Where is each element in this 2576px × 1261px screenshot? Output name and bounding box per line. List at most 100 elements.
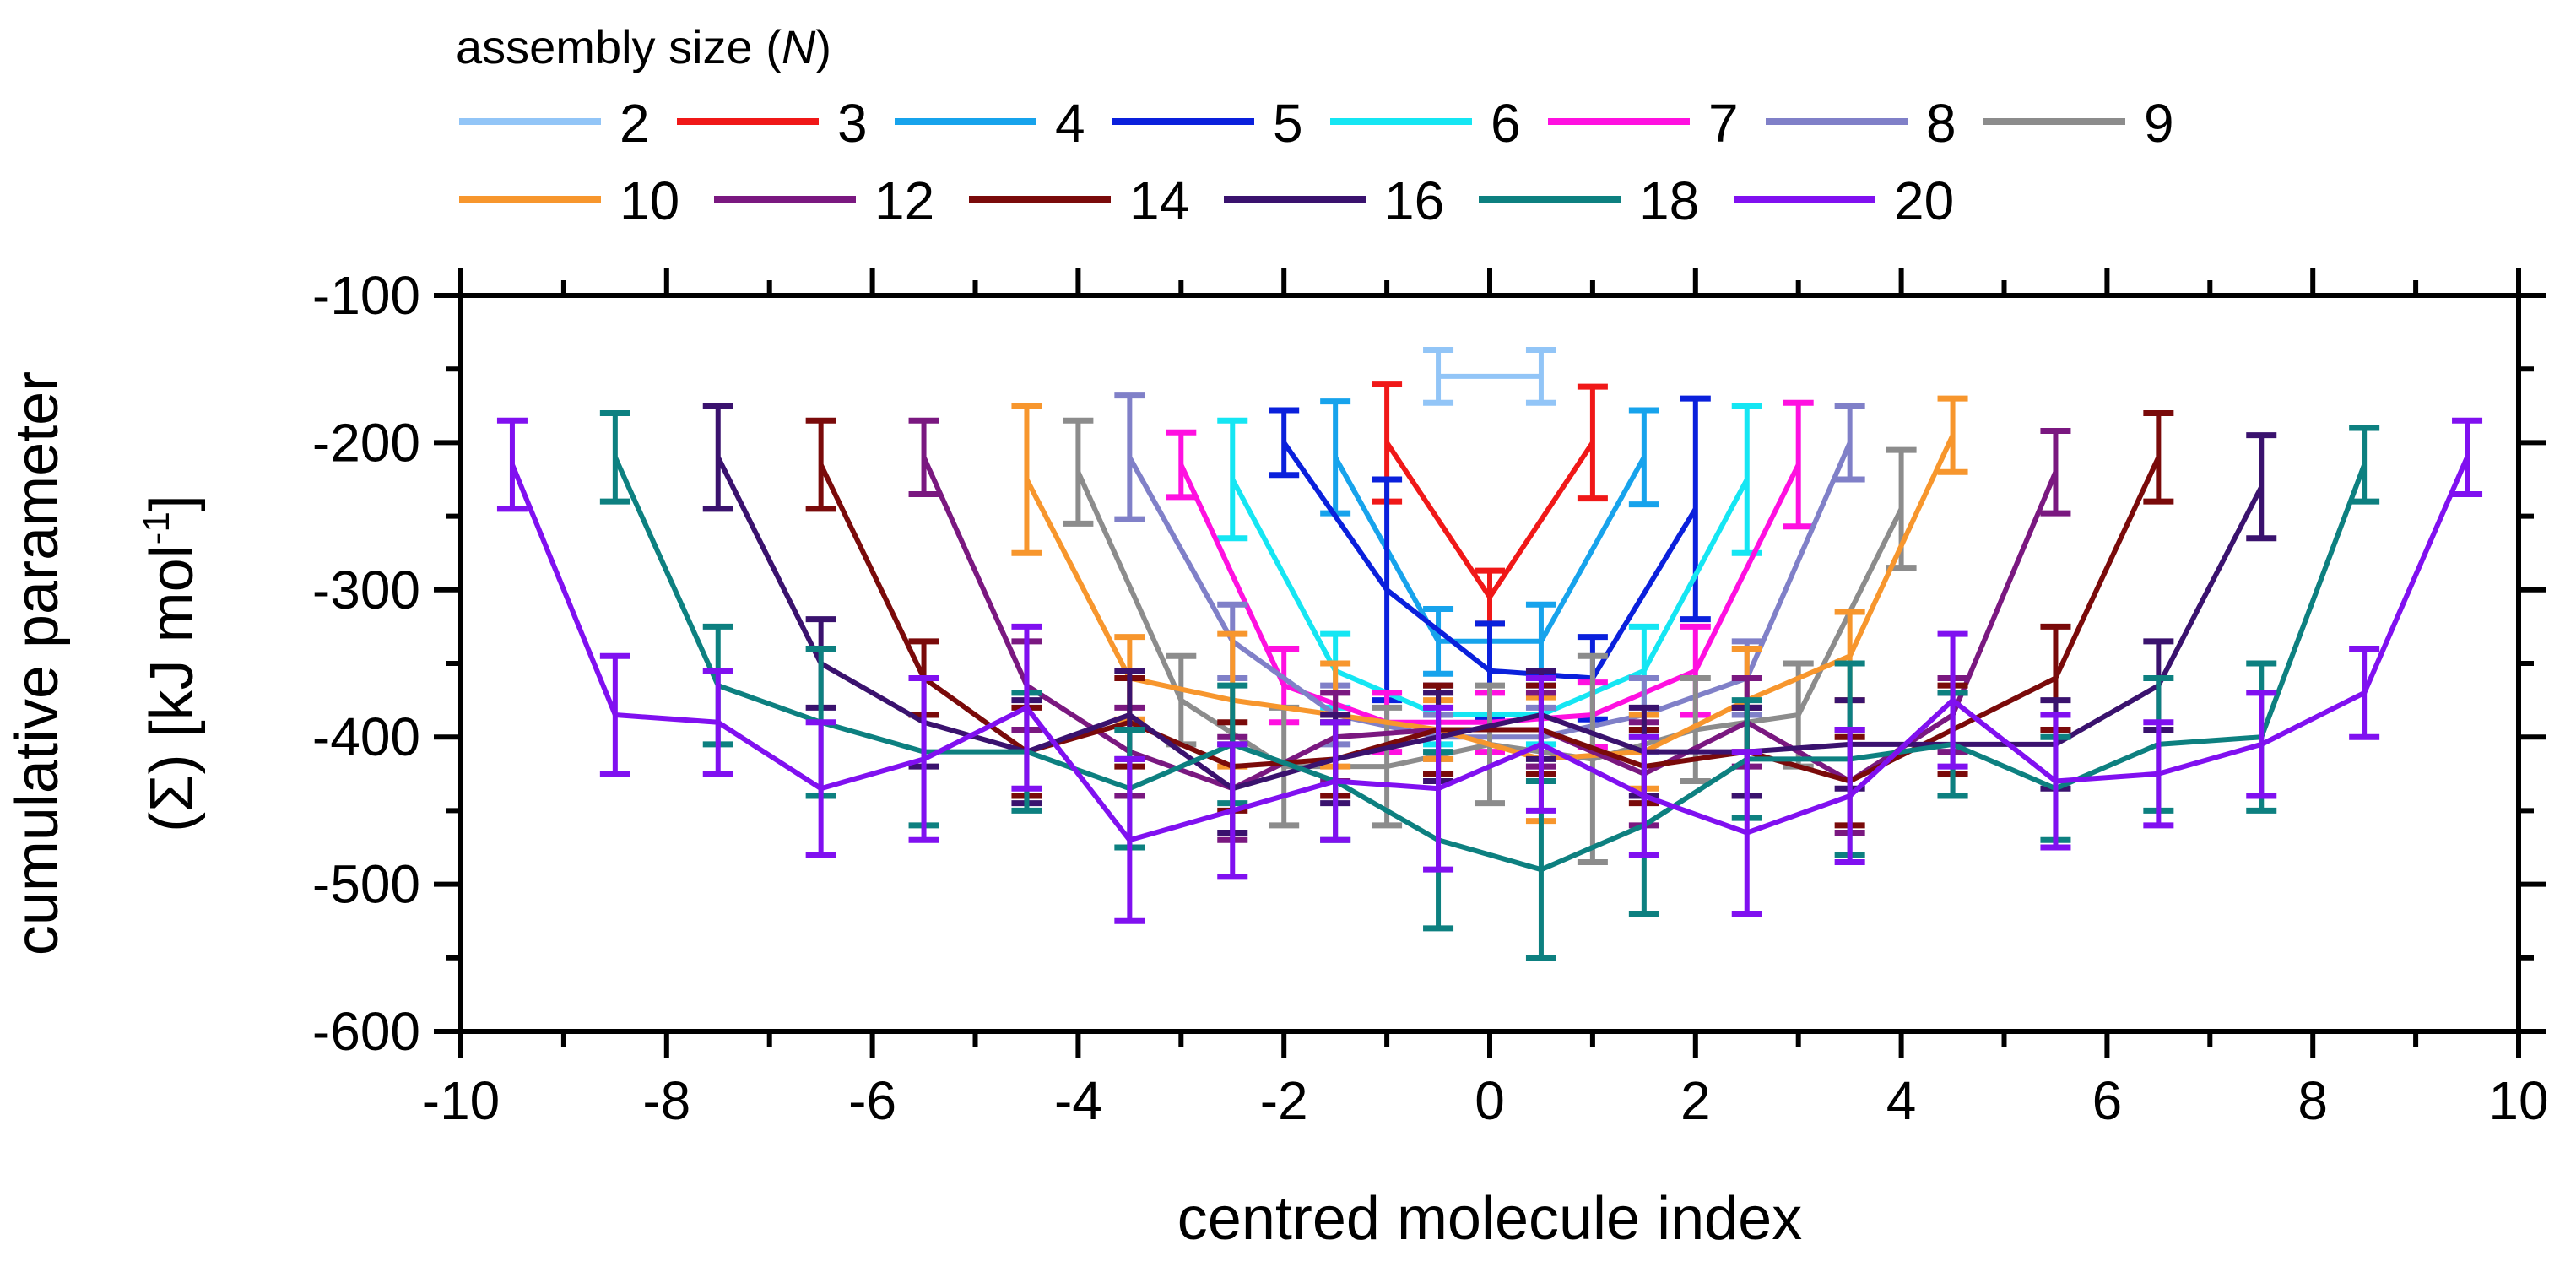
y-axis-title-line2: (Σ) [kJ mol-1] <box>136 495 206 832</box>
legend-label: 4 <box>1055 93 1085 154</box>
legend-item-18: 18 <box>1479 170 1699 231</box>
error-bar <box>702 403 733 512</box>
error-bar <box>496 417 528 512</box>
y-tick-label: -200 <box>312 412 420 473</box>
y-axis-title-line1: cumulative parameter <box>3 371 71 955</box>
error-bar <box>1525 674 1556 814</box>
y-tick-label: -400 <box>312 706 420 767</box>
error-bar <box>2452 417 2483 497</box>
error-bar <box>2040 712 2071 851</box>
legend-label: 5 <box>1273 93 1303 154</box>
legend-item-16: 16 <box>1224 170 1444 231</box>
y-axis-title: cumulative parameter (Σ) [kJ mol-1] <box>3 371 206 955</box>
error-bar <box>1577 383 1608 502</box>
legend-label: 20 <box>1894 170 1954 231</box>
legend-item-20: 20 <box>1734 170 1954 231</box>
legend-label: 18 <box>1639 170 1699 231</box>
error-bar <box>1166 429 1197 501</box>
legend-item-14: 14 <box>969 170 1189 231</box>
series-line <box>1024 434 1956 762</box>
error-bar <box>1680 395 1711 623</box>
legend-item-5: 5 <box>1112 93 1303 154</box>
legend-label: 3 <box>837 93 868 154</box>
x-tick-label: -2 <box>1260 1070 1308 1131</box>
error-bar <box>2040 427 2071 517</box>
legend-item-9: 9 <box>1983 93 2174 154</box>
error-bar <box>1423 704 1454 873</box>
legend-title: assembly size (N) <box>456 20 831 73</box>
error-bar <box>908 674 939 843</box>
x-tick-label: 2 <box>1680 1070 1711 1131</box>
legend-label: 12 <box>874 170 934 231</box>
error-bar <box>805 417 836 512</box>
error-bar <box>1577 652 1608 865</box>
error-bar <box>2246 690 2277 799</box>
legend-label: 9 <box>2144 93 2174 154</box>
y-axis: -100 -200 -300 -400 -500 -600 <box>312 265 2546 1062</box>
legend-item-7: 7 <box>1548 93 1739 154</box>
legend-label: 6 <box>1491 93 1521 154</box>
error-bar <box>1731 403 1762 556</box>
error-bar <box>1217 741 1248 880</box>
error-bar <box>805 719 836 858</box>
error-bar <box>2143 719 2174 829</box>
error-bar <box>1628 733 1659 858</box>
error-bar <box>2349 425 2380 505</box>
error-bar <box>1320 398 1351 517</box>
legend-item-6: 6 <box>1330 93 1521 154</box>
error-bar <box>1834 726 1865 865</box>
error-bar <box>2143 410 2174 505</box>
error-bar <box>702 668 733 777</box>
legend-item-8: 8 <box>1766 93 1956 154</box>
y-tick-label: -500 <box>312 854 420 915</box>
x-tick-label: 4 <box>1886 1070 1917 1131</box>
legend-label: 14 <box>1129 170 1189 231</box>
error-bar <box>2349 646 2380 740</box>
plot-series <box>496 347 2483 961</box>
x-tick-label: 0 <box>1475 1070 1505 1131</box>
legend-item-12: 12 <box>714 170 934 231</box>
error-bar <box>1011 623 1042 792</box>
legend-label: 10 <box>620 170 679 231</box>
error-bar <box>1525 347 1556 406</box>
error-bar <box>1269 407 1300 479</box>
series-line <box>716 456 2264 792</box>
error-bar <box>599 410 630 505</box>
legend-label: 7 <box>1708 93 1739 154</box>
legend-label: 8 <box>1926 93 1956 154</box>
x-tick-label: -10 <box>422 1070 501 1131</box>
legend-item-3: 3 <box>677 93 868 154</box>
error-bar <box>599 652 630 777</box>
error-bar <box>908 417 939 497</box>
y-tick-label: -100 <box>312 265 420 326</box>
x-tick-label: -6 <box>848 1070 896 1131</box>
legend-item-4: 4 <box>895 93 1085 154</box>
error-bar <box>1423 605 1454 677</box>
legend-item-10: 10 <box>459 170 679 231</box>
series-2 <box>1423 347 1556 406</box>
x-tick-label: 8 <box>2297 1070 2328 1131</box>
error-bar <box>1423 347 1454 406</box>
error-bar <box>1834 403 1865 483</box>
x-tick-label: 10 <box>2488 1070 2548 1131</box>
error-bar <box>1372 476 1403 704</box>
y-tick-label: -600 <box>312 1001 420 1062</box>
legend-item-2: 2 <box>459 93 650 154</box>
legend-label: 16 <box>1384 170 1444 231</box>
series-20 <box>496 417 2483 924</box>
error-bar <box>1320 719 1351 843</box>
legend: assembly size (N) 2 3 4 5 6 7 8 9 10 12 14 16 18 20 <box>456 20 2174 231</box>
series-line <box>510 456 2470 843</box>
error-bar <box>1680 674 1711 785</box>
x-tick-label: 6 <box>2092 1070 2123 1131</box>
error-bar <box>1628 407 1659 508</box>
error-bar <box>1011 403 1042 556</box>
error-bar <box>1731 749 1762 917</box>
x-tick-label: -8 <box>642 1070 690 1131</box>
error-bar <box>1937 395 1968 475</box>
x-axis: -10 -8 -6 -4 -2 0 2 4 6 8 10 <box>422 268 2549 1131</box>
error-bar <box>1937 630 1968 770</box>
error-bar <box>1217 417 1248 542</box>
error-bar <box>1114 392 1145 522</box>
